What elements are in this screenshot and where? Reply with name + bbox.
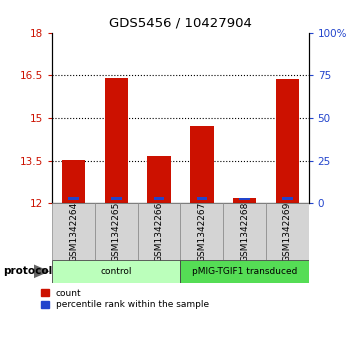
Bar	[68, 197, 79, 200]
Text: GSM1342266: GSM1342266	[155, 201, 164, 262]
Bar	[239, 198, 250, 200]
Polygon shape	[34, 264, 50, 278]
Bar	[233, 199, 256, 203]
Bar	[105, 78, 128, 203]
Bar	[190, 126, 214, 203]
Bar	[196, 197, 207, 200]
Bar	[180, 203, 223, 260]
Text: protocol: protocol	[4, 266, 53, 276]
Bar	[52, 260, 180, 283]
Bar	[266, 203, 309, 260]
Bar	[111, 197, 122, 200]
Bar	[62, 160, 86, 203]
Text: GSM1342267: GSM1342267	[197, 201, 206, 262]
Legend: count, percentile rank within the sample: count, percentile rank within the sample	[41, 289, 209, 310]
Text: control: control	[101, 267, 132, 276]
Text: GDS5456 / 10427904: GDS5456 / 10427904	[109, 16, 252, 29]
Bar	[275, 79, 299, 203]
Text: GSM1342264: GSM1342264	[69, 201, 78, 261]
Bar	[180, 260, 309, 283]
Text: GSM1342269: GSM1342269	[283, 201, 292, 262]
Bar	[154, 197, 165, 200]
Bar	[138, 203, 180, 260]
Bar	[95, 203, 138, 260]
Bar	[147, 156, 171, 203]
Bar	[52, 203, 95, 260]
Text: GSM1342268: GSM1342268	[240, 201, 249, 262]
Text: GSM1342265: GSM1342265	[112, 201, 121, 262]
Bar	[223, 203, 266, 260]
Text: pMIG-TGIF1 transduced: pMIG-TGIF1 transduced	[192, 267, 297, 276]
Bar	[282, 197, 293, 200]
